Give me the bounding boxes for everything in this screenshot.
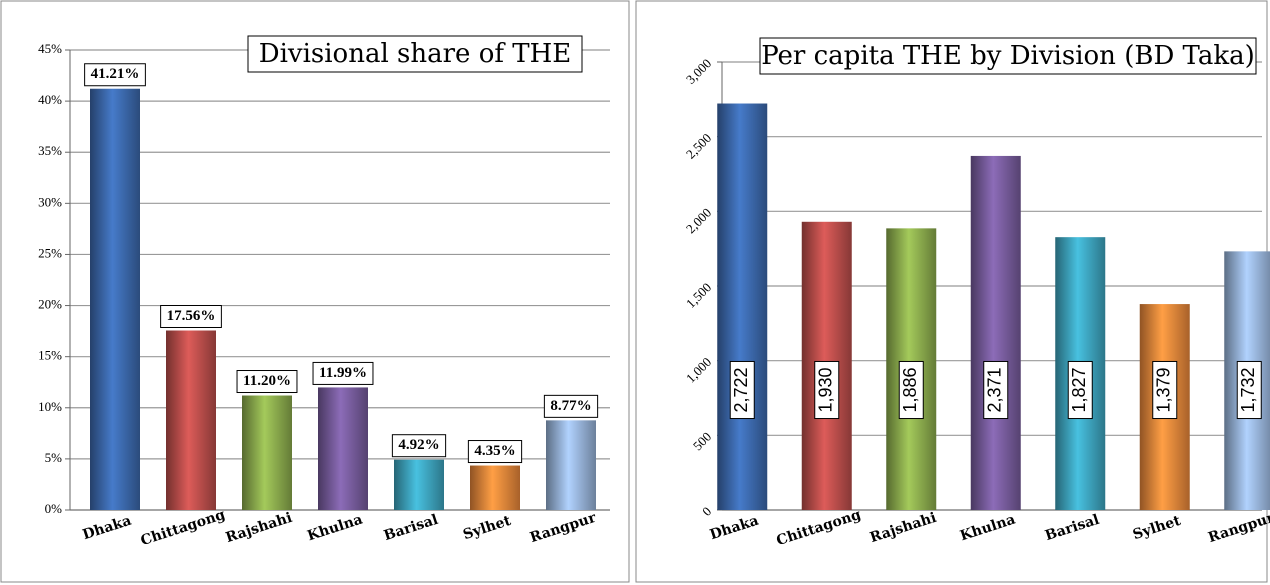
bar [394,459,444,510]
data-label: 17.56% [167,308,216,324]
data-label-box [467,440,523,464]
data-label-box [814,360,840,420]
chart-title: Per capita THE by Division (BD Taka) [761,41,1255,71]
bar [166,330,216,510]
data-label: 1,732 [1238,367,1258,412]
bar [717,103,768,511]
data-label-box [729,360,755,420]
data-label-box [543,394,599,418]
data-label: 1,930 [816,367,836,412]
y-tick-label: 15% [38,348,62,363]
data-label-box [312,361,374,385]
y-tick-label: 25% [38,245,62,260]
data-label: 1,827 [1069,367,1089,412]
data-label: 11.20% [243,373,291,389]
data-label: 41.21% [91,66,140,82]
data-label-box [1152,360,1178,420]
y-tick-label: 40% [38,92,62,107]
y-tick-label: 30% [38,194,62,209]
bar [242,395,292,510]
data-label: 11.99% [319,365,367,381]
title-box [759,37,1257,75]
data-label-box [1067,360,1093,420]
data-label-box [236,370,298,394]
data-label-box [391,434,447,458]
data-label: 4.35% [474,443,515,459]
data-label: 8.77% [550,398,591,414]
bar [970,155,1021,510]
data-label-box [160,304,222,328]
data-label-box [983,360,1009,420]
bar [90,88,140,511]
data-label: 1,379 [1154,367,1174,412]
data-label: 2,722 [731,367,751,412]
y-tick-label: 45% [38,41,62,56]
bar [470,465,520,510]
y-tick-label: 5% [45,450,63,465]
data-label: 2,371 [985,367,1005,412]
y-tick-label: 35% [38,143,62,158]
data-label-box [1236,360,1262,420]
data-label: 4.92% [398,437,439,453]
data-label: 1,886 [900,367,920,412]
data-label-box [898,360,924,420]
y-tick-label: 20% [38,297,62,312]
title-box [247,35,583,73]
bar [318,387,368,510]
y-tick-label: 0% [45,501,63,516]
chart-title: Divisional share of THE [259,39,572,69]
bar [546,420,596,510]
y-tick-label: 10% [38,399,62,414]
data-label-box [84,63,146,87]
